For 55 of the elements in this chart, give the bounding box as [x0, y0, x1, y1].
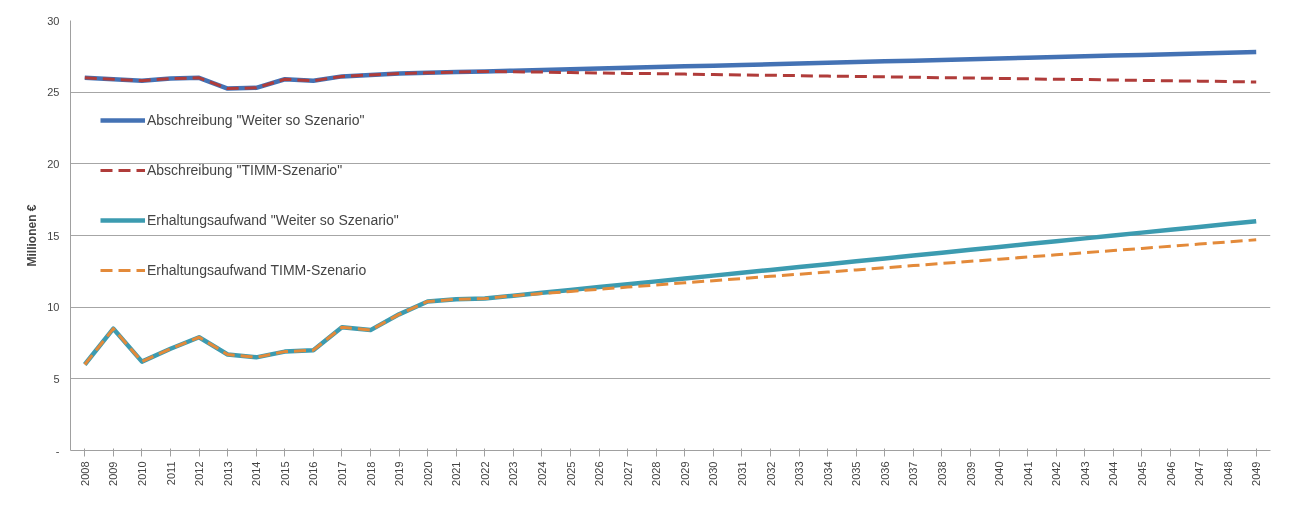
legend-label: Erhaltungsaufwand TIMM-Szenario	[147, 262, 367, 278]
x-tick-label: 2023	[507, 461, 520, 486]
x-tick-label: 2035	[850, 461, 863, 486]
x-tick-label: 2046	[1164, 461, 1177, 486]
y-tick-label: 30	[47, 14, 60, 27]
x-tick-label: 2018	[364, 461, 377, 486]
x-tick-label: 2008	[78, 461, 91, 486]
y-tick-label: 20	[47, 157, 60, 170]
x-tick-label: 2028	[650, 461, 663, 486]
x-tick-label: 2016	[307, 461, 320, 486]
x-tick-label: 2012	[193, 461, 206, 486]
x-tick-label: 2031	[735, 461, 748, 486]
x-tick-label: 2036	[878, 461, 891, 486]
x-tick-label: 2020	[421, 461, 434, 486]
legend-label: Erhaltungsaufwand "Weiter so Szenario"	[147, 212, 399, 228]
x-tick-label: 2017	[335, 461, 348, 486]
x-tick-label: 2034	[821, 461, 834, 486]
x-tick-label: 2048	[1221, 461, 1234, 486]
x-tick-label: 2032	[764, 461, 777, 486]
x-tick-label: 2037	[907, 461, 920, 486]
y-tick-label: 5	[53, 372, 60, 385]
y-tick-label: 10	[47, 301, 60, 314]
x-tick-label: 2041	[1021, 461, 1034, 486]
x-tick-label: 2019	[393, 461, 406, 486]
x-tick-label: 2025	[564, 461, 577, 486]
x-tick-label: 2013	[221, 461, 234, 486]
x-tick-label: 2049	[1250, 461, 1263, 486]
x-tick-label: 2024	[535, 461, 548, 486]
x-tick-label: 2015	[278, 461, 291, 486]
y-tick-label: 25	[47, 86, 60, 99]
x-tick-label: 2014	[250, 461, 263, 486]
line-series	[83, 69, 1258, 91]
x-tick-label: 2047	[1193, 461, 1206, 486]
y-tick-label: 15	[47, 229, 60, 242]
x-tick-label: 2045	[1135, 461, 1148, 486]
x-tick-label: 2038	[935, 461, 948, 486]
legend-label: Abschreibung "Weiter so Szenario"	[147, 112, 365, 128]
x-tick-label: 2027	[621, 461, 634, 486]
x-tick-label: 2011	[164, 461, 177, 486]
x-tick-label: 2039	[964, 461, 977, 486]
y-tick-label: -	[55, 444, 60, 457]
x-tick-label: 2029	[678, 461, 691, 486]
x-tick-label: 2026	[593, 461, 606, 486]
x-tick-label: 2022	[478, 461, 491, 486]
x-tick-label: 2010	[135, 461, 148, 486]
legend-label: Abschreibung "TIMM-Szenario"	[147, 162, 343, 178]
x-tick-label: 2044	[1107, 461, 1120, 486]
x-tick-label: 2030	[707, 461, 720, 486]
x-tick-label: 2021	[450, 461, 463, 486]
x-tick-label: 2042	[1050, 461, 1063, 486]
x-tick-label: 2009	[107, 461, 120, 486]
x-tick-label: 2040	[993, 461, 1006, 486]
x-tick-label: 2043	[1078, 461, 1091, 486]
y-axis-title: Millionen €	[25, 204, 40, 267]
x-tick-label: 2033	[793, 461, 806, 486]
